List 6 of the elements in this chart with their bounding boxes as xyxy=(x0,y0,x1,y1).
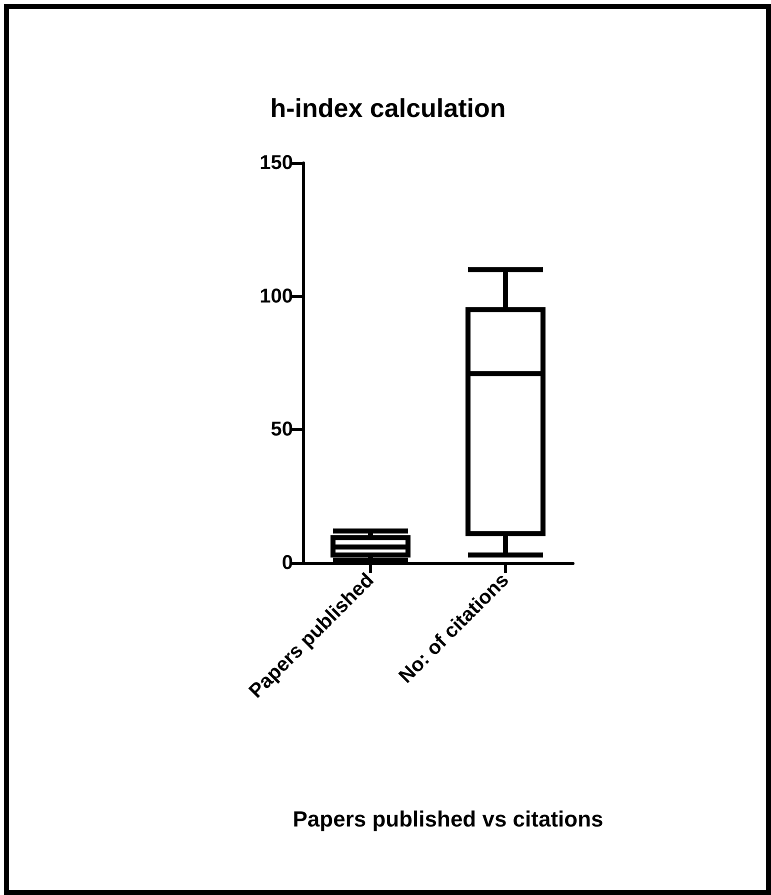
chart-title: h-index calculation xyxy=(270,93,506,123)
x-axis-title: Papers published vs citations xyxy=(292,806,604,832)
y-tick-label: 50 xyxy=(270,418,293,441)
y-tick-label: 100 xyxy=(260,285,293,308)
y-tick-label: 0 xyxy=(282,552,293,574)
y-tick-label: 150 xyxy=(260,152,293,174)
